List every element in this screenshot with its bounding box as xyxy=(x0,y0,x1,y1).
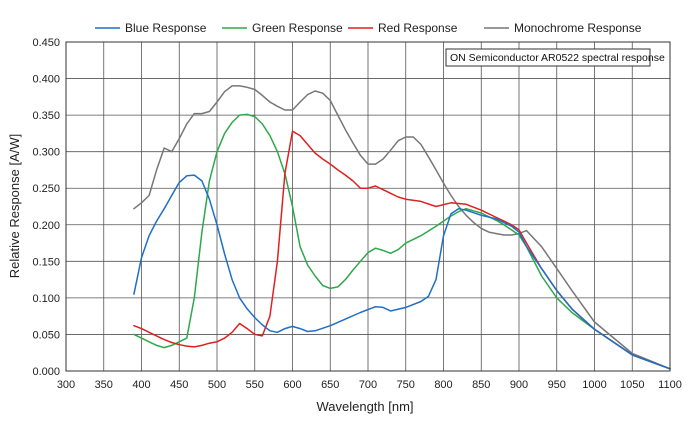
x-tick-label: 800 xyxy=(434,379,452,391)
series-line-monochrome-response xyxy=(133,85,671,370)
x-tick-label: 1050 xyxy=(620,379,644,391)
x-tick-label: 900 xyxy=(510,379,528,391)
legend-label: Blue Response xyxy=(125,21,207,35)
y-tick-label: 0.150 xyxy=(32,256,60,268)
legend-label: Green Response xyxy=(252,21,343,35)
y-tick-label: 0.250 xyxy=(32,183,60,195)
x-axis-title: Wavelength [nm] xyxy=(316,399,413,414)
x-tick-label: 950 xyxy=(548,379,566,391)
x-tick-label: 700 xyxy=(359,379,377,391)
y-tick-label: 0.100 xyxy=(32,293,60,305)
x-tick-label: 1000 xyxy=(582,379,606,391)
x-tick-label: 750 xyxy=(397,379,415,391)
y-tick-label: 0.450 xyxy=(32,37,60,49)
plot-frame xyxy=(65,41,671,372)
y-tick-label: 0.400 xyxy=(32,74,60,86)
x-tick-label: 850 xyxy=(472,379,490,391)
x-tick-label: 650 xyxy=(321,379,339,391)
y-tick-label: 0.300 xyxy=(32,147,60,159)
y-tick-label: 0.350 xyxy=(32,110,60,122)
x-tick-label: 350 xyxy=(95,379,113,391)
legend: Blue Response Green Response Red Response M… xyxy=(95,21,642,35)
legend-label: Red Response xyxy=(378,21,458,35)
y-axis-title: Relative Response [A/W] xyxy=(7,134,22,279)
x-tick-label: 500 xyxy=(208,379,226,391)
x-tick-label: 600 xyxy=(283,379,301,391)
annotation-box: ON Semiconductor AR0522 spectral respons… xyxy=(445,48,665,67)
y-tick-label: 0.000 xyxy=(32,366,60,378)
x-tick-label: 550 xyxy=(246,379,264,391)
series-line-red-response xyxy=(133,130,671,370)
y-tick-labels: 0.000 0.050 0.100 0.150 0.200 0.250 0.300 0.350… xyxy=(32,37,60,378)
series-layer xyxy=(133,85,671,370)
grid xyxy=(65,41,671,372)
x-tick-label: 400 xyxy=(132,379,150,391)
x-tick-label: 1100 xyxy=(658,379,682,391)
series-line-green-response xyxy=(133,113,671,370)
x-tick-labels: 300 350 400 450 500 550 600 650 700 750 800 850 900 9… xyxy=(57,379,682,391)
series-line-blue-response xyxy=(133,174,671,370)
annotation-frame xyxy=(445,48,651,67)
y-tick-label: 0.200 xyxy=(32,220,60,232)
x-tick-label: 450 xyxy=(170,379,188,391)
y-tick-label: 0.050 xyxy=(32,329,60,341)
legend-label: Monochrome Response xyxy=(514,21,642,35)
x-tick-label: 300 xyxy=(57,379,75,391)
annotation-text: ON Semiconductor AR0522 spectral respons… xyxy=(450,52,665,64)
